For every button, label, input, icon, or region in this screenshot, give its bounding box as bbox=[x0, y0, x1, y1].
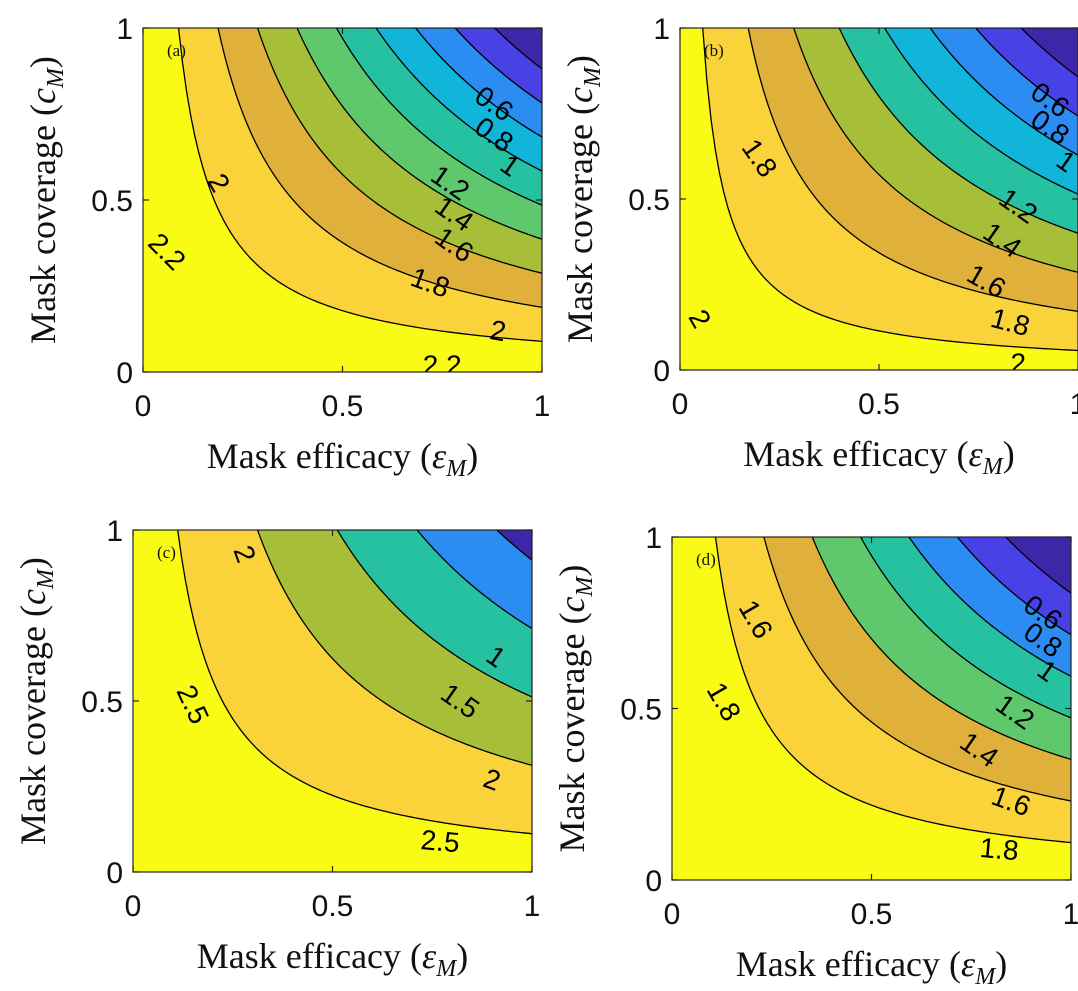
y-tick-label: 0 bbox=[106, 857, 123, 890]
contour-band bbox=[133, 530, 532, 872]
x-tick-label: 1 bbox=[1070, 388, 1078, 421]
contour-line bbox=[702, 28, 1078, 352]
x-tick-label: 0.5 bbox=[312, 890, 354, 923]
contour-level-label: 2.5 bbox=[419, 824, 460, 858]
panel-3: 211.522.52.5(c) 00 0.5 0.5 1 1 Mask efficacy (… bbox=[13, 515, 540, 982]
x-axis-label: Mask efficacy (εM) bbox=[736, 944, 1007, 990]
x-tick-label: 1 bbox=[1063, 898, 1078, 931]
contour-line bbox=[811, 537, 1071, 761]
contour-line bbox=[415, 28, 542, 138]
x-tick-label: 0 bbox=[125, 890, 142, 923]
panel-2: 0.60.811.21.41.61.81.822(b) 00 0.5 0.5 1 1 Mas… bbox=[560, 13, 1078, 480]
contour-line bbox=[884, 28, 1078, 195]
y-axis-label: Mask coverage (cM) bbox=[23, 56, 69, 344]
panel-label: (a) bbox=[167, 41, 186, 60]
contour-line bbox=[256, 530, 532, 766]
contour-line bbox=[956, 537, 1071, 636]
y-tick-label: 1 bbox=[653, 13, 670, 46]
x-axis-label: Mask efficacy (εM) bbox=[207, 436, 478, 482]
contour-line bbox=[177, 28, 542, 342]
contour-band bbox=[680, 28, 1078, 370]
y-axis-label: Mask coverage (cM) bbox=[552, 565, 598, 853]
y-tick-label: 0.5 bbox=[81, 686, 123, 719]
panel-label: (b) bbox=[704, 41, 724, 60]
contour-line bbox=[975, 28, 1078, 117]
contour-area: 0.60.811.21.41.61.61.81.8 bbox=[672, 537, 1071, 880]
contour-level-label: 2 bbox=[1011, 348, 1027, 379]
y-tick-label: 0 bbox=[653, 355, 670, 388]
contour-line bbox=[296, 28, 542, 240]
x-tick-label: 0 bbox=[135, 390, 152, 423]
contour-line bbox=[929, 28, 1078, 156]
contour-line bbox=[336, 28, 542, 206]
y-tick-label: 1 bbox=[645, 522, 662, 555]
contour-level-label: 2 bbox=[488, 314, 509, 347]
x-tick-label: 0.5 bbox=[322, 390, 364, 423]
y-tick-label: 1 bbox=[116, 13, 133, 46]
contour-area: 211.522.52.5 bbox=[133, 530, 532, 872]
contour-line bbox=[793, 28, 1078, 273]
y-axis-label: Mask coverage (cM) bbox=[13, 557, 59, 845]
y-tick-label: 0.5 bbox=[620, 694, 662, 727]
contour-band bbox=[143, 28, 542, 372]
panel-label: (d) bbox=[696, 550, 716, 569]
x-axis-label: Mask efficacy (εM) bbox=[197, 936, 468, 982]
contour-band bbox=[680, 28, 1078, 370]
contour-line bbox=[747, 28, 1078, 313]
contour-line bbox=[416, 530, 532, 630]
y-tick-label: 0.5 bbox=[628, 184, 670, 217]
x-tick-label: 0.5 bbox=[858, 388, 900, 421]
contour-line bbox=[336, 530, 532, 698]
y-tick-label: 1 bbox=[106, 515, 123, 548]
contour-line bbox=[494, 28, 542, 70]
contour-line bbox=[714, 537, 1071, 844]
contour-line bbox=[1005, 537, 1071, 594]
x-tick-label: 0 bbox=[672, 388, 689, 421]
contour-line bbox=[908, 537, 1071, 677]
contour-line bbox=[1020, 28, 1078, 78]
y-tick-label: 0 bbox=[116, 357, 133, 390]
contour-line bbox=[838, 28, 1078, 234]
panel-4: 0.60.811.21.41.61.61.81.8(d) 00 0.5 0.5 1 1 Ma… bbox=[552, 522, 1078, 990]
contour-line bbox=[217, 28, 542, 308]
x-tick-label: 1 bbox=[534, 390, 551, 423]
contour-line bbox=[454, 28, 542, 104]
y-tick-label: 0 bbox=[645, 865, 662, 898]
y-axis-label: Mask coverage (cM) bbox=[560, 55, 606, 343]
contour-line bbox=[177, 530, 532, 835]
x-tick-label: 0.5 bbox=[851, 898, 893, 931]
contour-line bbox=[763, 537, 1071, 802]
contour-line bbox=[256, 28, 542, 274]
panel-1: 0.60.811.21.41.61.8222.22.2(a)000.50.511… bbox=[23, 13, 550, 482]
y-tick-label: 0.5 bbox=[91, 185, 133, 218]
x-axis-label: Mask efficacy (εM) bbox=[743, 434, 1014, 480]
contour-band bbox=[672, 537, 1071, 880]
contour-line bbox=[496, 530, 532, 561]
contour-level-label: 1.8 bbox=[978, 832, 1019, 866]
contour-level-label: 2.2 bbox=[423, 350, 462, 381]
x-tick-label: 0 bbox=[664, 898, 681, 931]
contour-area: 0.60.811.21.41.61.81.822 bbox=[680, 28, 1078, 379]
contour-line bbox=[375, 28, 542, 172]
x-tick-label: 1 bbox=[524, 890, 541, 923]
contour-line bbox=[860, 537, 1071, 719]
panel-label: (c) bbox=[157, 543, 176, 562]
